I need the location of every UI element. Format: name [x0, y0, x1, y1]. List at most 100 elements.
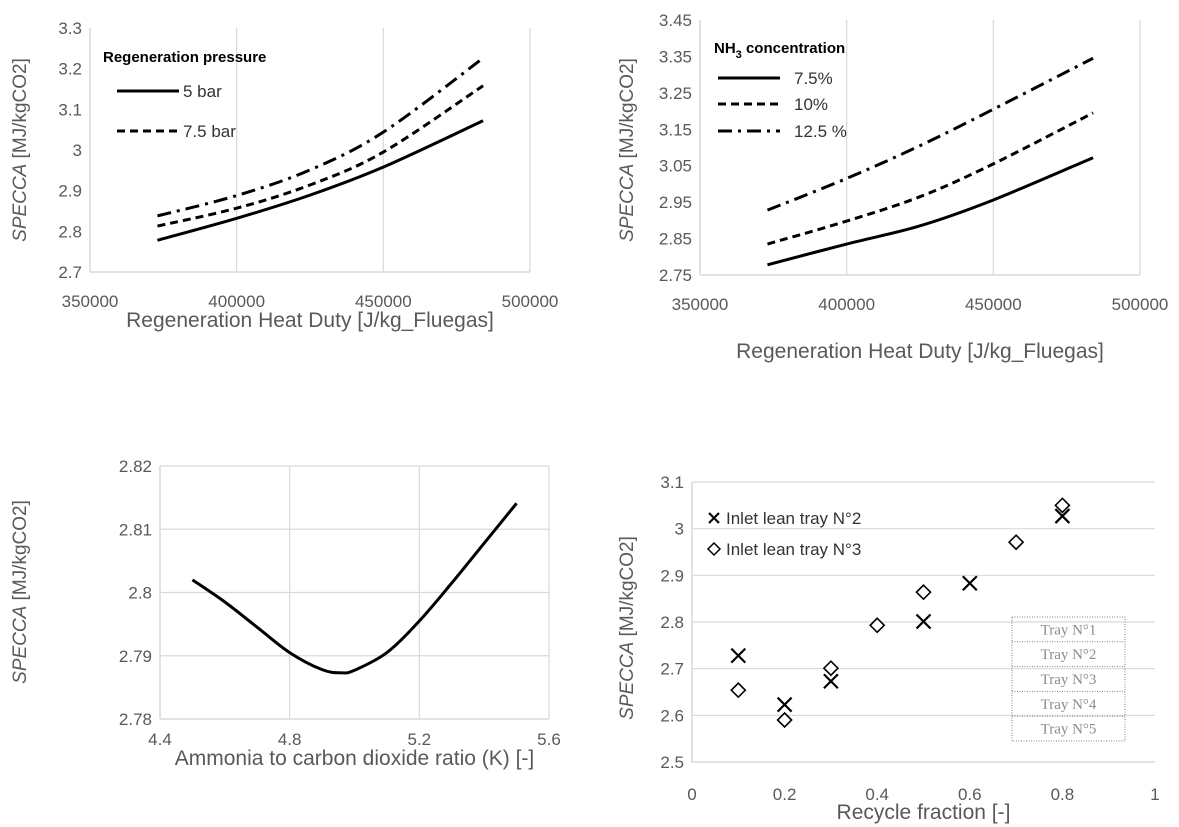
data-point-x-marker [915, 613, 932, 630]
x-tick-label: 0.6 [958, 785, 982, 804]
legend-label: 7.5% [794, 69, 833, 88]
y-axis-title-italic: SPECCA [617, 164, 638, 242]
tray-label: Tray N°1 [1041, 622, 1097, 638]
legend-title: NH3 concentration [714, 40, 845, 61]
chart-panel-heat-duty-nh3: 2.75 2.85 2.95 3.05 3.15 3.25 3.35 3.45 350000 40… [617, 11, 1168, 363]
tray-label: Tray N°3 [1041, 672, 1097, 688]
data-point-x-marker [1054, 508, 1071, 524]
chart-panel-heat-duty-pressure: 2.7 2.8 2.9 3 3.1 3.2 3.3 350000 400000 450000 500… [10, 19, 558, 332]
y-axis-title-unit: [MJ/kgCO2] [10, 58, 31, 164]
legend-label: Inlet lean tray N°2 [726, 509, 861, 528]
x-tick-label: 500000 [1112, 295, 1169, 314]
y-tick-label: 3.15 [659, 120, 692, 139]
y-axis-title-italic: SPECCA [10, 164, 31, 242]
y-tick-label: 2.85 [659, 230, 692, 249]
series-line-unnamed-0 [191, 502, 518, 675]
y-tick-label: 2.81 [119, 520, 152, 539]
tray-label: Tray N°2 [1041, 647, 1097, 663]
chart-panel-recycle-fraction: 2.5 2.6 2.7 2.8 2.9 3 3.1 0 0.2 0.4 0.6 0.8 1 Recycle… [617, 473, 1160, 824]
legend-diamond-marker [706, 541, 722, 557]
x-tick-label: 0.2 [773, 785, 797, 804]
x-tick-label: 4.8 [278, 730, 302, 749]
y-axis-title-italic: SPECCA [10, 606, 31, 684]
y-tick-label: 3.1 [58, 100, 82, 119]
y-axis-title-unit: [MJ/kgCO2] [617, 536, 638, 642]
x-tick-label: 0.8 [1051, 785, 1075, 804]
x-tick-label: 0 [687, 785, 696, 804]
y-tick-label: 3 [675, 520, 684, 539]
x-tick-label: 350000 [62, 292, 119, 311]
x-tick-label: 5.6 [537, 730, 561, 749]
series-line-7-5- [767, 156, 1094, 267]
y-axis-title-unit: [MJ/kgCO2] [10, 500, 31, 606]
x-axis-title: Regeneration Heat Duty [J/kg_Fluegas] [126, 309, 494, 332]
data-point-diamond-marker [869, 617, 886, 634]
y-axis-title: SPECCA [MJ/kgCO2] [617, 536, 638, 720]
legend-label: 12.5 % [794, 122, 847, 141]
data-point-diamond-marker [1007, 534, 1025, 551]
y-tick-label: 2.7 [660, 660, 684, 679]
data-point-diamond-marker [822, 660, 840, 677]
x-tick-label: 1 [1150, 785, 1159, 804]
y-tick-label: 3.35 [659, 47, 692, 66]
tray-label: Tray N°5 [1041, 722, 1097, 738]
y-tick-label: 2.95 [659, 193, 692, 212]
y-tick-label: 2.9 [58, 182, 82, 201]
data-point-diamond-marker [730, 682, 747, 699]
y-tick-label: 2.9 [660, 566, 684, 585]
y-tick-label: 2.8 [660, 613, 684, 632]
y-tick-label: 2.5 [660, 753, 684, 772]
data-point-x-marker [823, 673, 839, 690]
legend-title-rest: concentration [742, 40, 845, 57]
legend-title-subscript: 3 [736, 49, 742, 61]
y-tick-label: 3.25 [659, 84, 692, 103]
data-point-x-marker [730, 647, 747, 664]
x-axis-title: Ammonia to carbon dioxide ratio (K) [-] [175, 747, 534, 770]
y-tick-label: 2.78 [119, 710, 152, 729]
y-tick-label: 3.45 [659, 11, 692, 30]
y-tick-label: 2.8 [128, 584, 152, 603]
legend-label: Inlet lean tray N°3 [726, 540, 861, 559]
x-tick-label: 450000 [965, 295, 1022, 314]
tray-legend-table: Tray N°1 Tray N°2 Tray N°3 Tray N°4 Tray N°5 [1011, 616, 1126, 742]
legend-label: 10% [794, 95, 828, 114]
data-point-diamond-marker [915, 584, 932, 601]
y-tick-label: 3.05 [659, 157, 692, 176]
y-axis-title: SPECCA [MJ/kgCO2] [10, 500, 31, 684]
x-tick-label: 400000 [818, 295, 875, 314]
legend-title: Regeneration pressure [103, 49, 266, 66]
legend-title-main: NH [714, 40, 736, 57]
series-line-5-bar [157, 119, 484, 242]
series-line-7-5-bar [157, 84, 484, 228]
x-axis-title: Regeneration Heat Duty [J/kg_Fluegas] [736, 340, 1104, 363]
data-point-x-marker [962, 575, 978, 592]
x-tick-label: 450000 [355, 292, 412, 311]
y-axis-title: SPECCA [MJ/kgCO2] [617, 58, 638, 242]
series-line-10- [767, 111, 1094, 246]
y-tick-label: 2.79 [119, 647, 152, 666]
legend-label: 5 bar [183, 82, 222, 101]
data-point-diamond-marker [776, 711, 793, 729]
x-tick-label: 0.4 [865, 785, 889, 804]
y-tick-label: 3 [73, 141, 82, 160]
y-tick-label: 3.1 [660, 473, 684, 492]
y-axis-title-italic: SPECCA [617, 642, 638, 720]
legend-x-marker [708, 512, 720, 524]
tray-table-border [1011, 616, 1126, 742]
y-tick-label: 2.82 [119, 457, 152, 476]
x-tick-label: 400000 [208, 292, 265, 311]
data-point-diamond-marker [1054, 497, 1071, 514]
series-line-unnamed-2 [157, 56, 484, 218]
y-tick-label: 2.75 [659, 266, 692, 285]
y-tick-label: 3.3 [58, 19, 82, 38]
x-tick-label: 4.4 [148, 730, 172, 749]
data-point-x-marker [776, 696, 793, 713]
series-line-12-5- [766, 56, 1094, 212]
x-tick-label: 5.2 [408, 730, 432, 749]
x-axis-title: Recycle fraction [-] [837, 801, 1011, 824]
legend-label: 7.5 bar [183, 122, 236, 141]
y-tick-label: 3.2 [58, 60, 82, 79]
y-tick-label: 2.7 [58, 263, 82, 282]
